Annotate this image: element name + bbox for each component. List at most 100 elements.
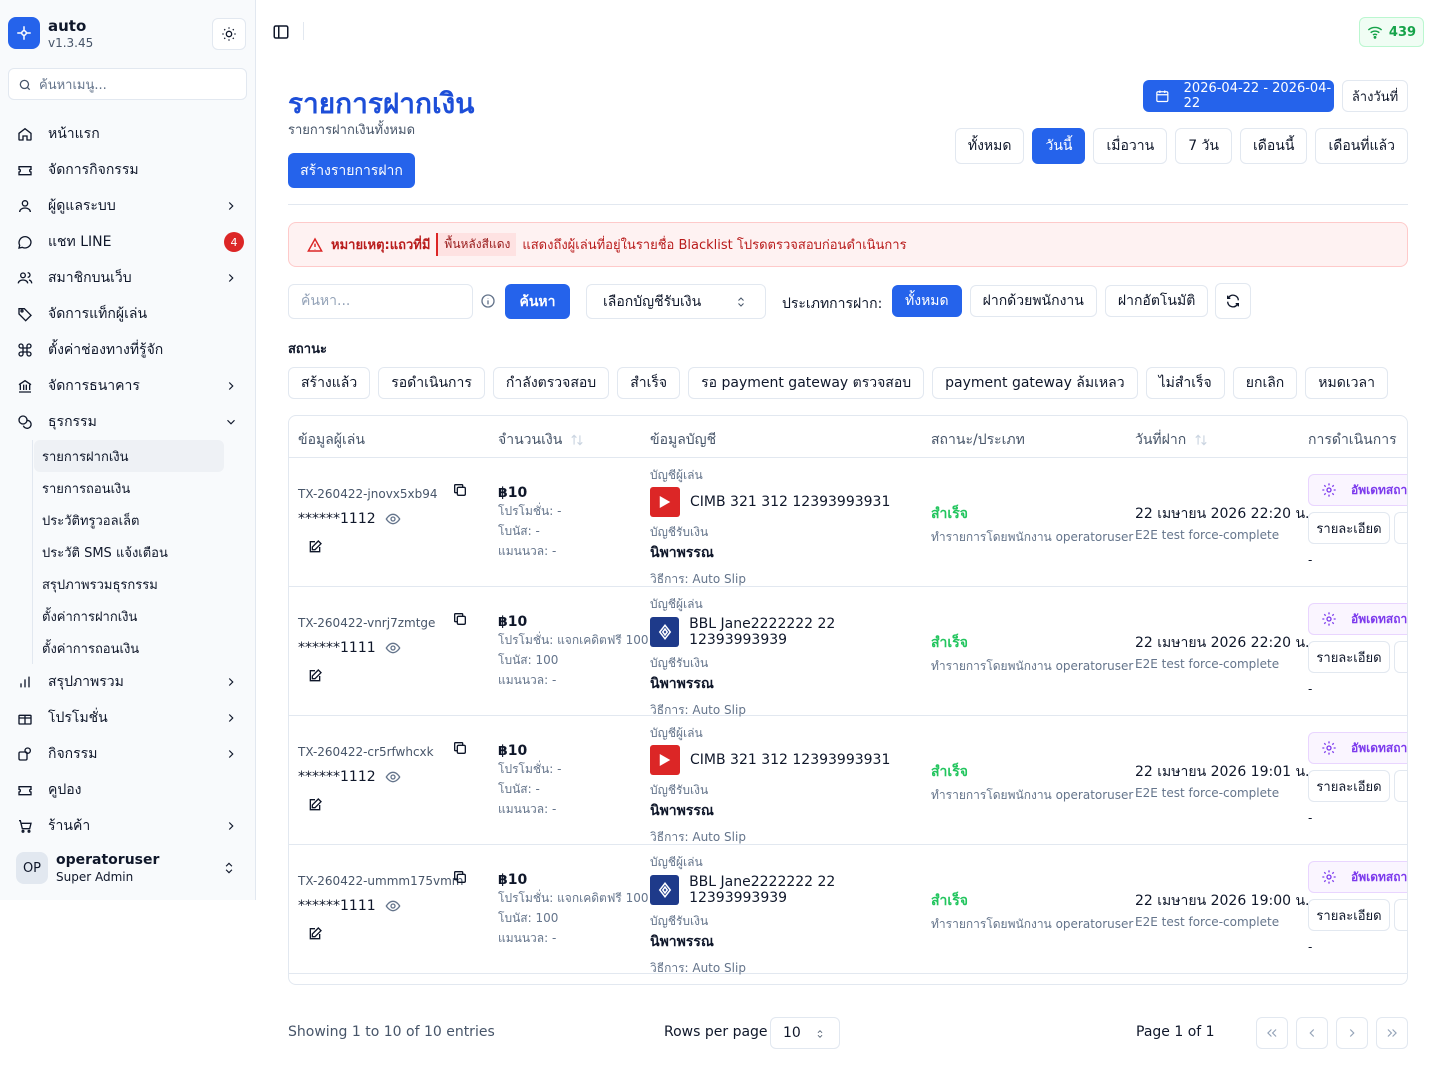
range-7days-button[interactable]: 7 วัน bbox=[1175, 128, 1232, 164]
status-cancelled-button[interactable]: ยกเลิก bbox=[1232, 367, 1298, 399]
edit-note-button[interactable] bbox=[307, 926, 323, 946]
manual: แมนนวล: - bbox=[498, 544, 557, 558]
menu-search-input[interactable] bbox=[39, 75, 239, 95]
nav-line-chat[interactable]: แชท LINE 4 bbox=[8, 224, 248, 260]
transaction-id: TX-260422-vnrj7zmtge bbox=[298, 616, 436, 630]
status-reviewing-button[interactable]: กำลังตรวจสอบ bbox=[492, 367, 610, 399]
chevron-right-icon bbox=[228, 202, 234, 210]
nav-promotions[interactable]: โปรโมชั่น bbox=[8, 700, 248, 736]
status-pg-review-button[interactable]: รอ payment gateway ตรวจสอบ bbox=[688, 367, 925, 399]
masked-number: ******1112 bbox=[298, 511, 376, 527]
update-status-button[interactable]: อัพเดทสถา bbox=[1308, 474, 1407, 506]
date-range-button[interactable]: 2026-04-22 - 2026-04-22 bbox=[1143, 80, 1334, 112]
create-deposit-button[interactable]: สร้างรายการฝาก bbox=[288, 153, 415, 188]
sort-icon bbox=[571, 434, 583, 446]
range-this-month-button[interactable]: เดือนนี้ bbox=[1240, 128, 1308, 164]
status-created-button[interactable]: สร้างแล้ว bbox=[288, 367, 371, 399]
range-yesterday-button[interactable]: เมื่อวาน bbox=[1093, 128, 1168, 164]
status-timeout-button[interactable]: หมดเวลา bbox=[1305, 367, 1388, 399]
nav-activities[interactable]: จัดการกิจกรรม bbox=[8, 152, 248, 188]
status-success-button[interactable]: สำเร็จ bbox=[617, 367, 681, 399]
col-amount-label: จำนวนเงิน bbox=[498, 432, 563, 448]
status-pending-button[interactable]: รอดำเนินการ bbox=[378, 367, 485, 399]
type-all-button[interactable]: ทั้งหมด bbox=[892, 285, 962, 317]
range-today-button[interactable]: วันนี้ bbox=[1032, 128, 1086, 164]
user-menu[interactable]: OP operatoruser Super Admin bbox=[8, 844, 248, 892]
search-input[interactable] bbox=[301, 293, 461, 309]
details-button[interactable]: รายละเอียด bbox=[1308, 512, 1390, 544]
transaction-id: TX-260422-jnovx5xb94 bbox=[298, 487, 438, 501]
type-staff-button[interactable]: ฝากด้วยพนักงาน bbox=[969, 285, 1097, 317]
refresh-button[interactable] bbox=[1215, 283, 1251, 319]
eye-icon[interactable] bbox=[385, 769, 401, 785]
theme-toggle-button[interactable] bbox=[212, 18, 246, 50]
sub-truewallet[interactable]: ประวัติทรูวอลเล็ต bbox=[42, 513, 140, 529]
sub-deposit-settings[interactable]: ตั้งค่าการฝากเงิน bbox=[42, 609, 138, 625]
sub-withdraw-settings[interactable]: ตั้งค่าการถอนเงิน bbox=[42, 641, 140, 657]
details-button[interactable]: รายละเอียด bbox=[1308, 899, 1390, 931]
sub-withdrawals[interactable]: รายการถอนเงิน bbox=[42, 481, 131, 497]
nav-web-members[interactable]: สมาชิกบนเว็บ bbox=[8, 260, 248, 296]
receiver-name: นิพาพรรณ bbox=[650, 934, 714, 950]
eye-icon[interactable] bbox=[385, 511, 401, 527]
details-button[interactable]: รายละเอียด bbox=[1308, 641, 1390, 673]
rows-per-page-select[interactable]: 10 bbox=[770, 1017, 840, 1049]
copy-icon[interactable] bbox=[452, 482, 468, 498]
nav-known-channels[interactable]: ตั้งค่าช่องทางที่รู้จัก bbox=[8, 332, 248, 368]
nav-activity[interactable]: กิจกรรม bbox=[8, 736, 248, 772]
sub-deposits[interactable]: รายการฝากเงิน bbox=[34, 440, 224, 472]
eye-icon[interactable] bbox=[385, 898, 401, 914]
copy-icon[interactable] bbox=[452, 611, 468, 627]
users-icon bbox=[16, 269, 34, 287]
home-icon bbox=[16, 125, 34, 143]
status-pg-failed-button[interactable]: payment gateway ล้มเหลว bbox=[932, 367, 1138, 399]
update-status-button[interactable]: อัพเดทสถา bbox=[1308, 861, 1407, 893]
nav-banks[interactable]: จัดการธนาคาร bbox=[8, 368, 248, 404]
nav-admins[interactable]: ผู้ดูแลระบบ bbox=[8, 188, 248, 224]
info-icon[interactable] bbox=[480, 293, 496, 309]
clear-date-button[interactable]: ล้างวันที่ bbox=[1342, 80, 1408, 112]
more-actions-button[interactable] bbox=[1394, 899, 1407, 931]
eye-icon[interactable] bbox=[385, 640, 401, 656]
copy-icon[interactable] bbox=[452, 740, 468, 756]
nav-player-tags[interactable]: จัดการแท็กผู้เล่น bbox=[8, 296, 248, 332]
nav-transactions[interactable]: ธุรกรรม bbox=[8, 404, 248, 440]
edit-note-button[interactable] bbox=[307, 797, 323, 817]
next-page-button[interactable] bbox=[1336, 1017, 1368, 1049]
sub-sms-history[interactable]: ประวัติ SMS แจ้งเตือน bbox=[42, 545, 168, 561]
nav-shop[interactable]: ร้านค้า bbox=[8, 808, 248, 844]
status-failed-button[interactable]: ไม่สำเร็จ bbox=[1145, 367, 1225, 399]
nav-home[interactable]: หน้าแรก bbox=[8, 116, 248, 152]
cart-icon bbox=[16, 817, 34, 835]
update-status-button[interactable]: อัพเดทสถา bbox=[1308, 603, 1407, 635]
col-date[interactable]: วันที่ฝาก bbox=[1135, 429, 1208, 451]
status-info: สำเร็จ ทำรายการโดยพนักงาน operatoruser bbox=[931, 761, 1133, 805]
edit-note-button[interactable] bbox=[307, 668, 323, 688]
sidebar-toggle-button[interactable] bbox=[272, 23, 290, 45]
first-page-button[interactable] bbox=[1256, 1017, 1288, 1049]
search-button[interactable]: ค้นหา bbox=[505, 284, 570, 319]
edit-note-button[interactable] bbox=[307, 539, 323, 559]
prev-page-button[interactable] bbox=[1296, 1017, 1328, 1049]
account-select[interactable]: เลือกบัญชีรับเงิน bbox=[586, 284, 766, 319]
nav-overview[interactable]: สรุปภาพรวม bbox=[8, 664, 248, 700]
method: วิธีการ: Auto Slip bbox=[650, 961, 746, 975]
last-page-button[interactable] bbox=[1376, 1017, 1408, 1049]
more-actions-button[interactable] bbox=[1394, 641, 1407, 673]
sub-summary[interactable]: สรุปภาพรวมธุรกรรม bbox=[42, 577, 158, 593]
more-actions-button[interactable] bbox=[1394, 512, 1407, 544]
chevrons-up-down-icon bbox=[817, 1030, 823, 1038]
amount-info: ฿10 โปรโมชั่น: - โบนัส: - แมนนวล: - bbox=[498, 743, 561, 819]
more-actions-button[interactable] bbox=[1394, 770, 1407, 802]
brand[interactable]: auto v1.3.45 bbox=[8, 16, 248, 52]
col-amount[interactable]: จำนวนเงิน bbox=[498, 429, 584, 451]
copy-icon[interactable] bbox=[452, 869, 468, 885]
update-status-button[interactable]: อัพเดทสถา bbox=[1308, 732, 1407, 764]
chevrons-up-down-icon bbox=[738, 297, 744, 307]
type-auto-button[interactable]: ฝากอัตโนมัติ bbox=[1104, 285, 1209, 317]
range-last-month-button[interactable]: เดือนที่แล้ว bbox=[1315, 128, 1408, 164]
nav-coupons[interactable]: คูปอง bbox=[8, 772, 248, 808]
range-all-button[interactable]: ทั้งหมด bbox=[954, 128, 1025, 164]
details-button[interactable]: รายละเอียด bbox=[1308, 770, 1390, 802]
chevron-right-icon bbox=[228, 274, 234, 282]
